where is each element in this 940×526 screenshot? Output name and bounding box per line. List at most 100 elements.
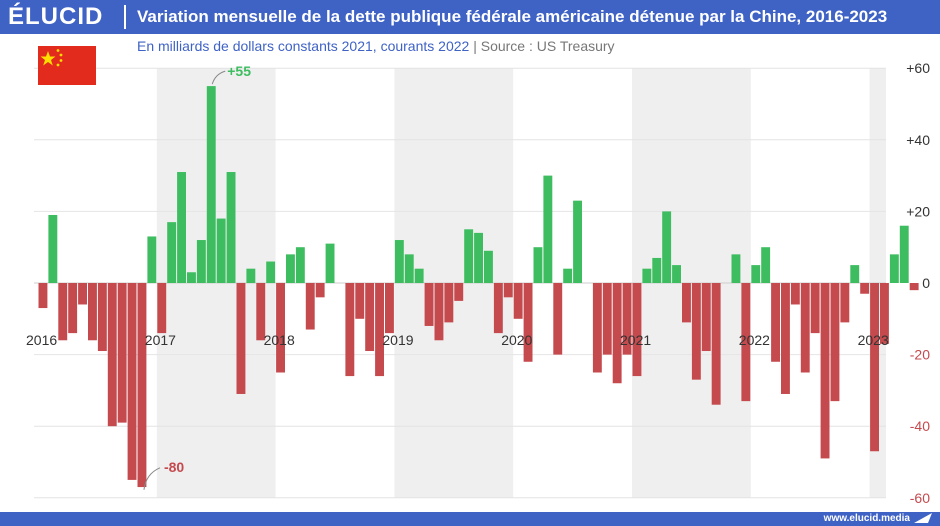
bar	[592, 283, 602, 373]
bar	[187, 272, 196, 283]
bar	[731, 254, 741, 283]
chart-title: Variation mensuelle de la dette publique…	[137, 7, 888, 26]
annotation-arrow	[143, 467, 161, 490]
bar	[464, 229, 474, 283]
china-flag-icon	[38, 46, 96, 85]
x-tick-label: 2021	[620, 332, 651, 348]
bar	[88, 283, 97, 341]
bar	[820, 283, 830, 459]
bar	[385, 283, 394, 334]
bar	[751, 265, 761, 283]
bar	[563, 268, 573, 283]
bar	[206, 86, 216, 283]
bar	[355, 283, 365, 319]
x-tick-label: 2018	[264, 332, 295, 348]
bar	[612, 283, 622, 384]
bar	[38, 283, 48, 309]
bar	[682, 283, 691, 323]
bar	[365, 283, 375, 352]
footer-url[interactable]: www.elucid.media	[823, 513, 910, 524]
y-tick-label: +40	[906, 132, 930, 148]
y-axis-labels: +60 +40 +20 0 -20 -40 -60	[906, 60, 930, 506]
y-tick-label: +60	[906, 60, 930, 76]
bar	[889, 254, 899, 283]
bar	[899, 225, 909, 283]
bar	[78, 283, 87, 305]
bar	[800, 283, 810, 373]
bar	[236, 283, 246, 394]
subtitle-source: Source : US Treasury	[480, 38, 615, 54]
header-bar: ÉLUCID Variation mensuelle de la dette p…	[0, 0, 940, 34]
bar	[880, 283, 889, 344]
bar	[840, 283, 850, 323]
bar	[68, 283, 78, 334]
bar	[414, 268, 424, 283]
bar	[543, 175, 553, 283]
bar	[286, 254, 295, 283]
bar	[394, 240, 404, 283]
bar	[216, 218, 226, 283]
bar	[246, 268, 256, 283]
bar	[771, 283, 780, 362]
bar	[315, 283, 325, 298]
bar	[513, 283, 523, 319]
bar	[266, 261, 276, 283]
bar	[652, 257, 662, 283]
bar	[97, 283, 107, 352]
bar	[870, 283, 879, 452]
bar	[345, 283, 355, 377]
subtitle-units: En milliards de dollars constants 2021, …	[137, 38, 470, 54]
x-tick-label: 2023	[858, 332, 889, 348]
annotation-min-label: -80	[164, 459, 184, 475]
bar	[256, 283, 266, 341]
subtitle-separator: |	[473, 38, 477, 54]
chart-area: +60 +40 +20 0 -20 -40 -60 2016 2017 2018 2019 2020…	[26, 60, 930, 506]
x-axis-labels: 2016 2017 2018 2019 2020 2021 2022 2023	[26, 332, 889, 348]
bar	[573, 200, 582, 283]
bar	[177, 172, 186, 283]
bar	[167, 222, 177, 283]
bar	[424, 283, 434, 326]
x-tick-label: 2017	[145, 332, 176, 348]
bar	[276, 283, 285, 373]
bar	[790, 283, 800, 305]
annotation-max-label: +55	[227, 63, 251, 79]
annotations: +55 -80	[143, 63, 251, 490]
y-tick-label: -40	[910, 418, 930, 434]
bar	[810, 283, 820, 334]
bar	[305, 283, 315, 330]
x-tick-label: 2019	[382, 332, 413, 348]
bar	[157, 283, 167, 334]
bar	[58, 283, 68, 341]
y-tick-label: +20	[906, 203, 930, 219]
bar	[48, 214, 58, 283]
bar	[503, 283, 513, 298]
bar	[137, 283, 147, 488]
bar	[127, 283, 137, 480]
bar	[493, 283, 503, 334]
bar	[642, 268, 652, 283]
bar	[741, 283, 751, 402]
bar	[295, 247, 305, 283]
bar	[701, 283, 711, 352]
x-tick-label: 2022	[739, 332, 770, 348]
bar	[602, 283, 612, 355]
brand-logo: ÉLUCID	[8, 3, 104, 30]
x-tick-label: 2016	[26, 332, 57, 348]
bar	[632, 283, 642, 377]
bar	[226, 172, 236, 283]
bar	[672, 265, 681, 283]
bar	[909, 283, 919, 291]
y-tick-label: -60	[910, 490, 930, 506]
bar	[711, 283, 721, 405]
bar	[523, 283, 533, 362]
bar	[830, 283, 840, 402]
bar	[454, 283, 464, 301]
bar	[474, 232, 483, 283]
footer-arrow-icon	[914, 513, 932, 523]
bar	[761, 247, 771, 283]
bar	[662, 211, 672, 283]
chart-subtitle: En milliards de dollars constants 2021, …	[137, 38, 615, 54]
bar	[196, 240, 206, 283]
bar-series	[38, 86, 919, 488]
